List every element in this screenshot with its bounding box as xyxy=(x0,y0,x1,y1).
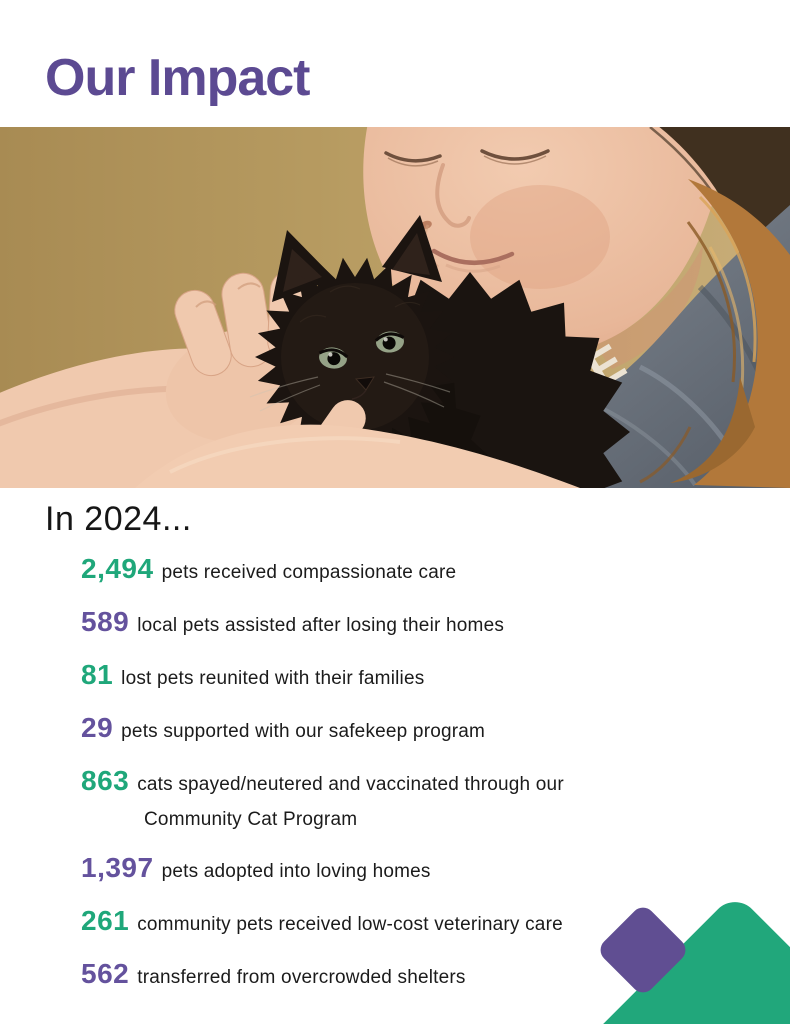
hero-photo: AME CIETY xyxy=(0,127,790,488)
stat-description: local pets assisted after losing their h… xyxy=(137,615,505,636)
stat-description: pets received compassionate care xyxy=(161,562,457,583)
corner-decoration xyxy=(590,902,790,1024)
stat-description: cats spayed/neutered and vaccinated thro… xyxy=(137,774,564,795)
stat-number: 261 xyxy=(81,905,130,936)
sweatshirt-shape xyxy=(430,205,790,488)
stat-number: 589 xyxy=(81,606,130,637)
stat-item: 863 cats spayed/neutered and vaccinated t… xyxy=(81,764,781,837)
kitten-head-illustration xyxy=(249,215,455,457)
stat-description: community pets received low-cost veterin… xyxy=(137,914,563,935)
stat-number: 863 xyxy=(81,765,130,796)
stat-item: 562 transferred from overcrowded shelters xyxy=(81,957,781,996)
stat-description: lost pets reunited with their families xyxy=(121,668,425,689)
stat-item: 261 community pets received low-cost vete… xyxy=(81,904,781,943)
stat-item: 2,494 pets received compassionate care xyxy=(81,552,781,591)
front-forearm-illustration xyxy=(135,400,580,488)
stat-item: 589 local pets assisted after losing thei… xyxy=(81,605,781,644)
stat-number: 2,494 xyxy=(81,553,154,584)
stat-item: 29 pets supported with our safekeep progr… xyxy=(81,711,781,750)
stat-number: 1,397 xyxy=(81,852,154,883)
stat-number: 81 xyxy=(81,659,114,690)
stat-item: 1,397 pets adopted into loving homes xyxy=(81,851,781,890)
stat-description: pets adopted into loving homes xyxy=(161,861,431,882)
purple-diamond-shape xyxy=(600,907,686,993)
stat-description: pets supported with our safekeep program xyxy=(121,721,486,742)
stat-number: 562 xyxy=(81,958,130,989)
section-heading: In 2024... xyxy=(45,500,192,538)
stat-description: transferred from overcrowded shelters xyxy=(137,967,466,988)
page-title: Our Impact xyxy=(45,49,310,107)
stats-list: 2,494 pets received compassionate care 58… xyxy=(81,552,781,1010)
hero-photo-illustration: AME CIETY xyxy=(0,127,790,488)
stat-number: 29 xyxy=(81,712,114,743)
stat-item: 81 lost pets reunited with their families xyxy=(81,658,781,697)
stat-description-line2: Community Cat Program xyxy=(144,809,358,830)
